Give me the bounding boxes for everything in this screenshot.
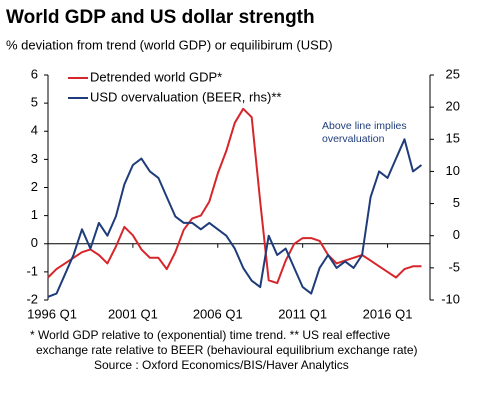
y2-tick-label: 10: [446, 163, 460, 178]
x-tick-label: 2016 Q1: [363, 306, 413, 321]
y2-tick-label: 25: [446, 66, 460, 81]
y-tick-label: 5: [31, 95, 38, 110]
x-tick-label: 1996 Q1: [27, 306, 77, 321]
y-tick-label: 1: [31, 207, 38, 222]
y2-tick-label: -10: [441, 291, 460, 306]
y2-tick-label: 15: [446, 131, 460, 146]
footnote: * World GDP relative to (exponential) ti…: [30, 328, 390, 342]
y2-tick-label: 20: [446, 99, 460, 114]
series-line: [47, 107, 422, 285]
y-tick-label: -2: [26, 291, 38, 306]
legend-label: USD overvaluation (BEER, rhs)**: [90, 89, 281, 104]
y2-tick-label: -5: [448, 259, 460, 274]
x-tick-label: 2001 Q1: [108, 306, 158, 321]
y-tick-label: 0: [31, 235, 38, 250]
annotation: Above line implies: [322, 120, 407, 132]
y2-tick-label: 5: [453, 195, 460, 210]
x-tick-label: 2006 Q1: [193, 306, 243, 321]
chart-title: World GDP and US dollar strength: [6, 7, 315, 28]
legend-label: Detrended world GDP*: [90, 69, 222, 84]
chart-subtitle: % deviation from trend (world GDP) or eq…: [6, 37, 333, 52]
annotation: overvaluation: [322, 133, 385, 145]
y-tick-label: 6: [31, 66, 38, 81]
y-tick-label: 3: [31, 151, 38, 166]
y-tick-label: -1: [26, 263, 38, 278]
footnote: Source : Oxford Economics/BIS/Haver Anal…: [94, 358, 349, 372]
y-tick-label: 4: [31, 123, 38, 138]
y-tick-label: 2: [31, 179, 38, 194]
series-line: [47, 138, 423, 298]
footnote: exchange rate relative to BEER (behaviou…: [36, 343, 418, 357]
y2-tick-label: 0: [453, 227, 460, 242]
x-tick-label: 2011 Q1: [278, 306, 327, 321]
